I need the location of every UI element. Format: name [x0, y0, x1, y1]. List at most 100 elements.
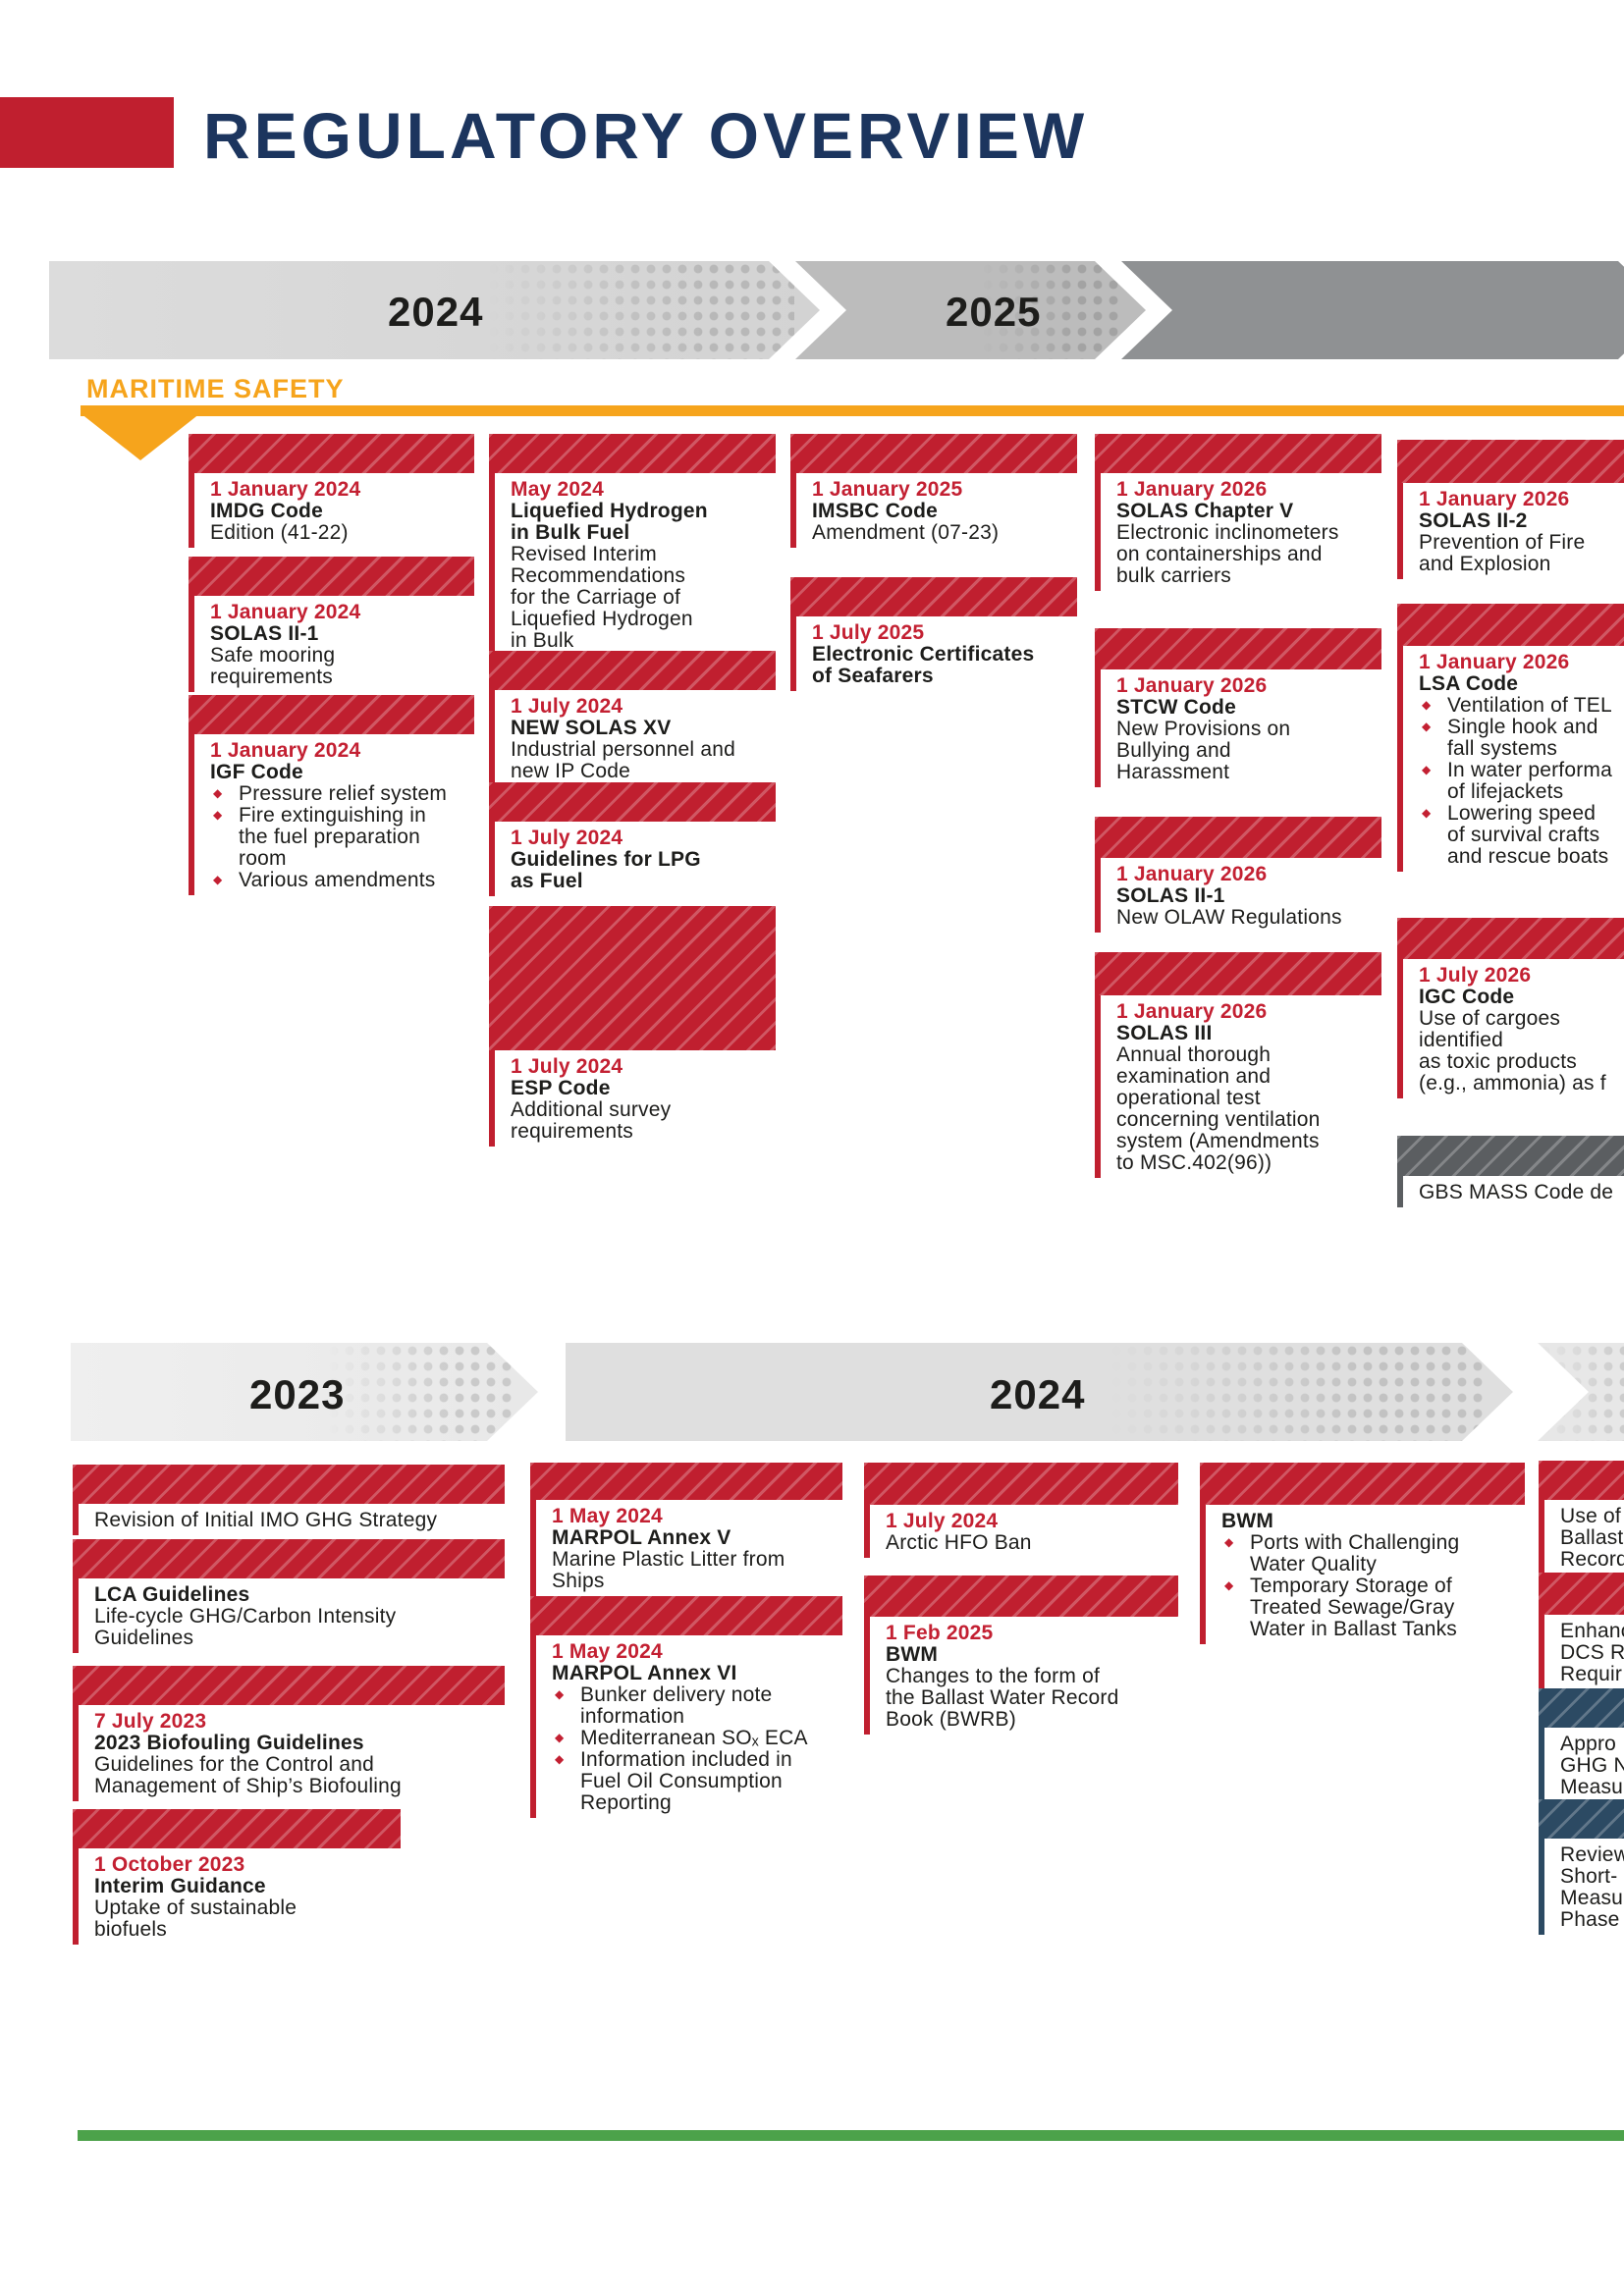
hatched-header-bar — [1539, 1461, 1624, 1500]
bullet-diamond-icon: ◆ — [1422, 720, 1432, 733]
text-line: Safe mooring — [210, 645, 496, 667]
block-title: IGC Code — [1419, 987, 1624, 1008]
text-line: DCS Re — [1560, 1642, 1624, 1664]
bullet-line: ◆ In water performa — [1419, 760, 1624, 781]
block-title: SOLAS III — [1116, 1023, 1403, 1044]
text-span: 7 July 2023 — [94, 1710, 207, 1733]
block-date: 1 July 2025 — [812, 622, 1099, 644]
text-span: to MSC.402(96)) — [1116, 1151, 1272, 1174]
text-line: Life-cycle GHG/Carbon Intensity — [94, 1606, 526, 1628]
text-span: concerning ventilation — [1116, 1108, 1321, 1131]
regulation-block: Use of Ballast Record — [1539, 1500, 1624, 1575]
hatched-header-bar — [73, 1666, 505, 1705]
text-span: Appro — [1560, 1733, 1617, 1755]
bullet-line: ◆ Information included in — [552, 1749, 864, 1771]
regulation-block: 1 October 2023 Interim Guidance Uptake of … — [73, 1848, 526, 1945]
text-span: for the Carriage of — [511, 586, 681, 609]
text-span: 1 October 2023 — [94, 1853, 245, 1876]
text-line: concerning ventilation — [1116, 1109, 1403, 1131]
text-span: Enhanc — [1560, 1620, 1624, 1642]
block-date: 1 July 2024 — [511, 828, 797, 849]
text-span: 1 July 2024 — [511, 827, 623, 849]
hatched-header-bar — [489, 434, 776, 473]
hatched-header-bar — [489, 651, 776, 690]
hatched-header-bar — [489, 782, 776, 822]
hatched-header-bar — [1095, 434, 1381, 473]
bullet-line: ◆ Bunker delivery note — [552, 1684, 864, 1706]
halftone-dots-decoration — [326, 1343, 513, 1441]
text-line: Revision of Initial IMO GHG Strategy — [94, 1510, 526, 1531]
regulation-block: 1 January 2026 SOLAS Chapter V Electronic … — [1095, 473, 1403, 591]
text-line: Review — [1560, 1844, 1624, 1866]
block-title: LCA Guidelines — [94, 1584, 526, 1606]
text-span: Amendment (07-23) — [812, 521, 1000, 544]
text-line: Management of Ship’s Biofouling — [94, 1776, 526, 1797]
text-span: GBS MASS Code de — [1419, 1181, 1614, 1203]
regulation-block: 1 January 2024 IGF Code ◆ Pressure relief s… — [189, 734, 496, 895]
text-span: of lifejackets — [1447, 780, 1564, 803]
text-line: room — [210, 848, 496, 870]
text-span: Use of — [1560, 1505, 1621, 1527]
bullet-line: ◆ Temporary Storage of — [1221, 1575, 1546, 1597]
text-line: Prevention of Fire — [1419, 532, 1624, 554]
regulation-block: 1 January 2026 STCW Code New Provisions on… — [1095, 669, 1403, 787]
text-span: Prevention of Fire — [1419, 531, 1586, 554]
regulation-block: 1 January 2025 IMSBC Code Amendment (07-23… — [790, 473, 1099, 548]
text-span: Water Quality — [1250, 1553, 1378, 1575]
block-title: STCW Code — [1116, 697, 1403, 719]
timeline-segment-2024 — [49, 261, 820, 359]
block-date: 1 July 2024 — [511, 1056, 797, 1078]
text-span: 2023 Biofouling Guidelines — [94, 1732, 364, 1754]
block-date: 1 January 2024 — [210, 479, 496, 501]
block-title: SOLAS II-1 — [210, 623, 496, 645]
hatched-header-bar — [73, 1539, 505, 1578]
text-line: GBS MASS Code de — [1419, 1182, 1624, 1203]
regulation-block: LCA Guidelines Life-cycle GHG/Carbon Inte… — [73, 1578, 526, 1653]
block-date: 1 January 2026 — [1116, 1001, 1403, 1023]
regulation-block: 1 July 2026 IGC Code Use of cargoes identif… — [1397, 959, 1624, 1098]
text-line: Short- — [1560, 1866, 1624, 1888]
block-date: 1 January 2026 — [1419, 489, 1624, 510]
text-span: (e.g., ammonia) as f — [1419, 1072, 1606, 1095]
green-divider-bar — [78, 2130, 1624, 2141]
text-span: Additional survey — [511, 1098, 672, 1121]
text-line: examination and — [1116, 1066, 1403, 1088]
text-span: information — [580, 1705, 685, 1728]
text-span: 1 January 2026 — [1116, 1000, 1268, 1023]
bullet-diamond-icon: ◆ — [555, 1731, 565, 1744]
hatched-header-bar — [73, 1809, 401, 1848]
text-line: bulk carriers — [1116, 565, 1403, 587]
bullet-diamond-icon: ◆ — [1422, 698, 1432, 712]
text-span: Use of cargoes — [1419, 1007, 1561, 1030]
text-span: SOLAS II-1 — [210, 622, 319, 645]
block-date: 1 January 2026 — [1116, 864, 1403, 885]
hatched-header-bar — [1200, 1463, 1525, 1505]
text-line: Ships — [552, 1571, 864, 1592]
block-date: 1 January 2026 — [1419, 652, 1624, 673]
text-line: Bullying and — [1116, 740, 1403, 762]
text-span: Harassment — [1116, 761, 1230, 783]
timeline-segment-2025 — [795, 261, 1146, 359]
hatched-header-bar — [1397, 604, 1624, 646]
text-span: NEW SOLAS XV — [511, 717, 672, 739]
bullet-line: ◆ Ports with Challenging — [1221, 1532, 1546, 1554]
text-span: as Fuel — [511, 870, 583, 892]
hatched-header-bar — [1539, 1573, 1624, 1615]
text-line: (e.g., ammonia) as f — [1419, 1073, 1624, 1095]
text-span: Lowering speed — [1447, 802, 1597, 825]
text-span: Revision of Initial IMO GHG Strategy — [94, 1509, 438, 1531]
text-span: Phase — [1560, 1908, 1620, 1931]
text-span: Bullying and — [1116, 739, 1231, 762]
timeline-year-label: 2023 — [249, 1371, 346, 1417]
text-span: Edition (41-22) — [210, 521, 349, 544]
text-line: Recommendations — [511, 565, 797, 587]
text-span: 1 May 2024 — [552, 1505, 663, 1527]
regulation-block: Appro GHG N Measu — [1539, 1728, 1624, 1802]
text-span: Recommendations — [511, 564, 686, 587]
bullet-diamond-icon: ◆ — [213, 808, 223, 822]
text-span: Changes to the form of — [886, 1665, 1101, 1687]
text-line: and Explosion — [1419, 554, 1624, 575]
hatched-header-bar-navy — [1539, 1799, 1624, 1839]
text-span: Fire extinguishing in — [239, 804, 426, 827]
block-title: NEW SOLAS XV — [511, 718, 797, 739]
